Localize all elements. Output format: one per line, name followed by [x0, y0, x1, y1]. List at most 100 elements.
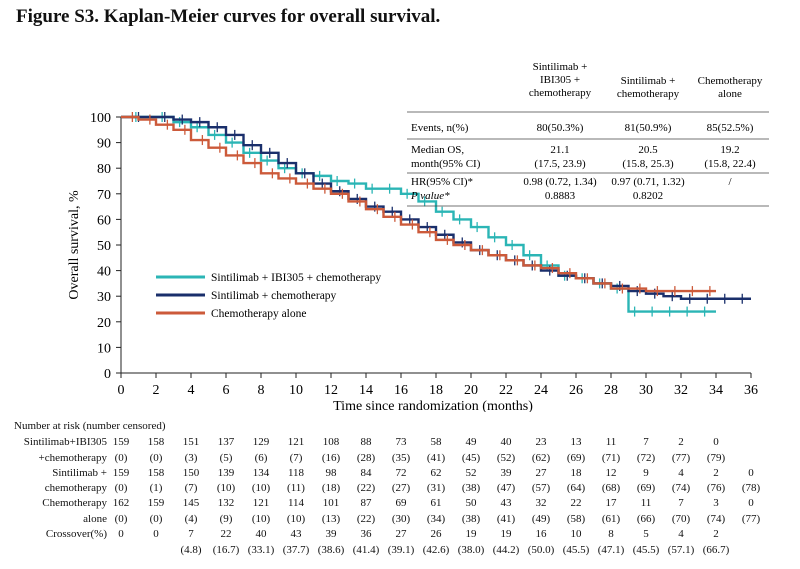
risk-cell: 23: [535, 436, 547, 448]
risk-cell: 32: [535, 497, 547, 509]
risk-cell: 27: [535, 467, 547, 479]
risk-cell: 73: [395, 436, 407, 448]
stats-cell: 20.5: [638, 144, 658, 156]
stats-col-header: chemotherapy: [529, 87, 592, 99]
risk-cell: (61): [601, 513, 621, 525]
x-tick-label: 24: [534, 383, 548, 398]
x-tick-label: 6: [223, 383, 230, 398]
stats-cell: (15.8, 22.4): [704, 158, 756, 170]
risk-cell: (0): [149, 452, 163, 464]
risk-cell: (27): [391, 482, 411, 494]
risk-cell: (6): [254, 452, 268, 464]
risk-cell: (1): [149, 482, 163, 494]
risk-cell: 7: [678, 497, 684, 509]
risk-cell: (34): [426, 513, 446, 525]
y-tick-label: 70: [97, 188, 111, 203]
risk-cell: (41): [496, 513, 516, 525]
x-tick-label: 12: [324, 383, 338, 398]
risk-cell: 7: [643, 436, 649, 448]
stats-cell: 0.8202: [633, 190, 663, 202]
risk-cell: (41.4): [352, 544, 380, 556]
risk-cell: 69: [395, 497, 407, 509]
risk-cell: (28): [356, 452, 376, 464]
risk-cell: 39: [325, 528, 337, 540]
risk-cell: 139: [217, 467, 235, 479]
x-tick-label: 8: [258, 383, 265, 398]
y-tick-label: 100: [90, 111, 111, 126]
risk-cell: (37.7): [282, 544, 310, 556]
risk-cell: (22): [356, 513, 376, 525]
curves-group: [121, 112, 751, 317]
risk-cell: 19: [465, 528, 477, 540]
stats-col-header: Sintilimab +: [621, 75, 676, 87]
risk-cell: 36: [360, 528, 372, 540]
risk-cell: 39: [500, 467, 512, 479]
x-tick-label: 4: [188, 383, 195, 398]
y-tick-label: 40: [97, 265, 111, 280]
stats-col-header: chemotherapy: [617, 88, 680, 100]
risk-cell: (33.1): [247, 544, 275, 556]
risk-cell: (7): [184, 482, 198, 494]
risk-cell: (3): [184, 452, 198, 464]
risk-cell: 12: [605, 467, 617, 479]
risk-cell: 129: [252, 436, 270, 448]
stats-row-label: Events, n(%): [411, 122, 469, 134]
risk-cell: (66): [636, 513, 656, 525]
risk-cell: 22: [570, 497, 582, 509]
risk-cell: (10): [251, 513, 271, 525]
risk-cell: 17: [605, 497, 617, 509]
risk-cell: 40: [255, 528, 267, 540]
risk-cell: (69): [636, 482, 656, 494]
x-tick-label: 22: [499, 383, 513, 398]
risk-row-label: Sintilimab +: [52, 467, 107, 479]
risk-cell: 108: [322, 436, 340, 448]
risk-row-label: chemotherapy: [44, 482, 107, 494]
risk-cell: (0): [149, 513, 163, 525]
risk-cell: (66.7): [702, 544, 730, 556]
stats-cell: 0.97 (0.71, 1.32): [611, 176, 685, 188]
risk-cell: 158: [147, 436, 165, 448]
risk-row-label: alone: [83, 513, 107, 525]
risk-cell: 4: [678, 528, 684, 540]
risk-cell: (10): [216, 482, 236, 494]
x-tick-label: 34: [709, 383, 723, 398]
risk-cell: (10): [286, 513, 306, 525]
stats-row-label: HR(95% CI)*: [411, 176, 473, 188]
x-tick-label: 30: [639, 383, 653, 398]
risk-cell: (64): [566, 482, 586, 494]
risk-cell: 13: [570, 436, 582, 448]
risk-cell: (16): [321, 452, 341, 464]
stats-cell: 0.8883: [545, 190, 576, 202]
risk-cell: (78): [741, 482, 761, 494]
risk-cell: (7): [289, 452, 303, 464]
risk-cell: 159: [112, 436, 130, 448]
risk-cell: 16: [535, 528, 547, 540]
risk-cell: 0: [153, 528, 159, 540]
risk-cell: 98: [325, 467, 337, 479]
risk-row-label: Sintilimab+IBI305: [23, 436, 107, 448]
risk-cell: 43: [500, 497, 512, 509]
risk-cell: 43: [290, 528, 302, 540]
stats-row-label: month(95% CI): [411, 158, 481, 170]
risk-cell: (0): [114, 482, 128, 494]
stats-cell: (15.8, 25.3): [622, 158, 674, 170]
x-tick-label: 20: [464, 383, 478, 398]
risk-cell: 158: [147, 467, 165, 479]
km-curve-1: [121, 115, 751, 300]
risk-cell: 114: [287, 497, 305, 509]
km-chart: 0 2 4 6 8 10 12 14 16 18 20 22 24 26 28 30 32 34 360102030…: [67, 61, 769, 412]
y-tick-label: 80: [97, 162, 111, 177]
risk-cell: (45.5): [562, 544, 590, 556]
stats-row-label: P value*: [410, 190, 450, 202]
x-axis-label: Time since randomization (months): [333, 399, 533, 412]
risk-cell: 50: [465, 497, 477, 509]
risk-cell: (0): [114, 513, 128, 525]
risk-cell: 5: [643, 528, 649, 540]
risk-cell: 11: [640, 497, 652, 509]
risk-cell: (47.1): [597, 544, 625, 556]
risk-cell: 7: [188, 528, 194, 540]
risk-cell: (4.8): [180, 544, 202, 556]
risk-cell: (38): [461, 513, 481, 525]
risk-cell: 2: [678, 436, 684, 448]
stats-cell: 80(50.3%): [537, 122, 584, 134]
